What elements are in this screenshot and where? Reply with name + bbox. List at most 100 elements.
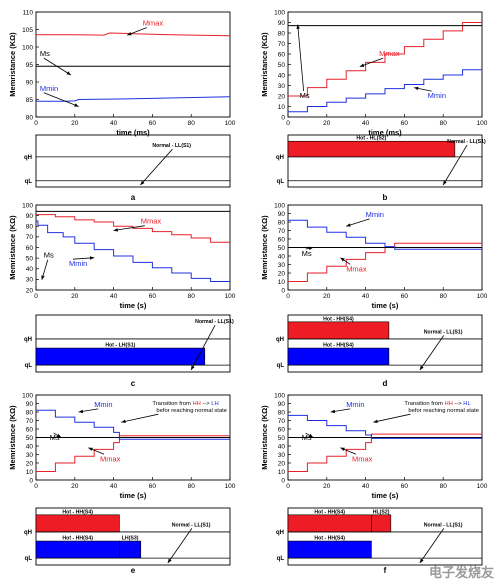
y-tick-label: 100 — [274, 9, 285, 16]
annotation-mmax: Mmax — [143, 19, 164, 28]
state-label-qh: qH — [276, 530, 284, 536]
state-frame — [35, 134, 231, 188]
panel-label: d — [383, 379, 388, 388]
series-mmax — [36, 435, 230, 472]
y-tick-label: 100 — [22, 202, 33, 209]
transition-note-line1: Transition from HH --> HL — [404, 401, 471, 407]
state-note: Normal - LL(S1) — [195, 319, 234, 325]
x-axis-title: time (ms) — [116, 128, 150, 137]
y-tick-label: 50 — [278, 435, 286, 442]
x-tick-label: 60 — [149, 120, 157, 127]
arrow-head — [359, 63, 365, 67]
plot-frame — [287, 11, 483, 118]
state-label-qh: qH — [24, 530, 32, 536]
annotation-ms: Ms — [302, 433, 312, 442]
x-tick-label: 20 — [71, 293, 79, 300]
annotation-mmin: Mmin — [94, 400, 112, 409]
y-tick-label: 30 — [26, 277, 34, 284]
y-tick-label: 20 — [278, 270, 286, 277]
x-tick-label: 80 — [188, 120, 196, 127]
state-label-qh: qH — [24, 337, 32, 343]
y-tick-label: 30 — [278, 83, 286, 90]
series-mmax — [36, 32, 231, 37]
series-mmin — [288, 69, 482, 113]
x-tick-label: 20 — [71, 483, 79, 490]
y-tick-label: 90 — [26, 401, 34, 408]
y-tick-label: 80 — [26, 409, 34, 416]
x-tick-label: 40 — [110, 120, 118, 127]
x-tick-label: 0 — [34, 120, 38, 127]
annotation-ms: Ms — [50, 433, 60, 442]
x-tick-label: 60 — [149, 293, 157, 300]
y-tick-label: 60 — [26, 426, 34, 433]
arrow-head — [296, 24, 300, 29]
state-label-ql: qL — [25, 179, 33, 185]
transition-prefix: Transition from — [152, 401, 192, 407]
x-tick-label: 60 — [401, 483, 409, 490]
series-mmax — [288, 22, 482, 97]
series-mmin — [288, 414, 482, 439]
x-tick-label: 0 — [286, 483, 290, 490]
x-tick-label: 60 — [401, 293, 409, 300]
y-tick-label: 50 — [278, 62, 286, 69]
y-axis-title: Memristance (KΩ) — [8, 32, 17, 97]
x-tick-label: 80 — [188, 293, 196, 300]
x-tick-label: 20 — [323, 120, 331, 127]
y-tick-label: 40 — [26, 266, 34, 273]
annotation-mmax: Mmax — [352, 454, 373, 463]
series-mmin — [36, 96, 231, 102]
y-axis-title: Memristance (KΩ) — [8, 215, 17, 280]
y-tick-label: 40 — [26, 443, 34, 450]
state-label-ql: qL — [277, 556, 285, 562]
annotation-arrow — [43, 57, 72, 76]
state-bar-label: Hot - HH(S4) — [323, 316, 354, 322]
state-bar-label: Hot - HH(S4) — [62, 509, 93, 515]
x-tick-label: 0 — [34, 483, 38, 490]
y-tick-label: 80 — [278, 409, 286, 416]
transition-to: LH — [211, 401, 218, 407]
watermark: 电子发烧友 — [428, 566, 494, 581]
state-note: Normal - LL(S1) — [152, 143, 191, 149]
y-tick-label: 80 — [26, 114, 34, 121]
y-tick-label: 20 — [278, 460, 286, 467]
y-tick-label: 20 — [278, 93, 286, 100]
series-mmin — [288, 219, 482, 250]
annotation-ms: Ms — [300, 91, 310, 100]
y-tick-label: 0 — [29, 477, 33, 484]
x-axis-title: time (ms) — [368, 128, 402, 137]
y-tick-label: 70 — [278, 228, 286, 235]
y-tick-label: 80 — [278, 30, 286, 37]
annotation-arrow — [442, 144, 468, 186]
transition-prefix: Transition from — [404, 401, 444, 407]
x-axis-title: time (s) — [120, 491, 147, 500]
annotation-ms: Ms — [302, 249, 312, 258]
arrow-head — [78, 409, 84, 414]
y-axis-title: Memristance (KΩ) — [260, 405, 269, 470]
y-tick-label: 80 — [26, 224, 34, 231]
x-tick-label: 40 — [110, 293, 118, 300]
state-bar-label: HL(S2) — [373, 509, 390, 515]
annotation-mmin: Mmin — [69, 259, 87, 268]
state-note: Normal - LL(S1) — [172, 522, 211, 528]
state-bar-label: Hot - LH(S1) — [105, 343, 135, 349]
arrow-head — [140, 180, 145, 185]
y-tick-label: 60 — [278, 426, 286, 433]
state-label-ql: qL — [25, 556, 33, 562]
x-axis-title: time (s) — [120, 301, 147, 310]
annotation-ms: Ms — [44, 251, 54, 260]
state-bar-label: Hot - HL(S2) — [356, 136, 386, 142]
x-tick-label: 80 — [440, 120, 448, 127]
y-tick-label: 105 — [22, 27, 33, 34]
x-tick-label: 80 — [188, 483, 196, 490]
panel-label: a — [131, 193, 136, 202]
arrow-head — [308, 246, 314, 251]
x-tick-label: 0 — [286, 120, 290, 127]
x-tick-label: 100 — [225, 120, 236, 127]
annotation-mmax: Mmax — [100, 454, 121, 463]
y-tick-label: 40 — [278, 72, 286, 79]
x-tick-label: 60 — [401, 120, 409, 127]
y-tick-label: 60 — [278, 51, 286, 58]
y-tick-label: 30 — [278, 452, 286, 459]
